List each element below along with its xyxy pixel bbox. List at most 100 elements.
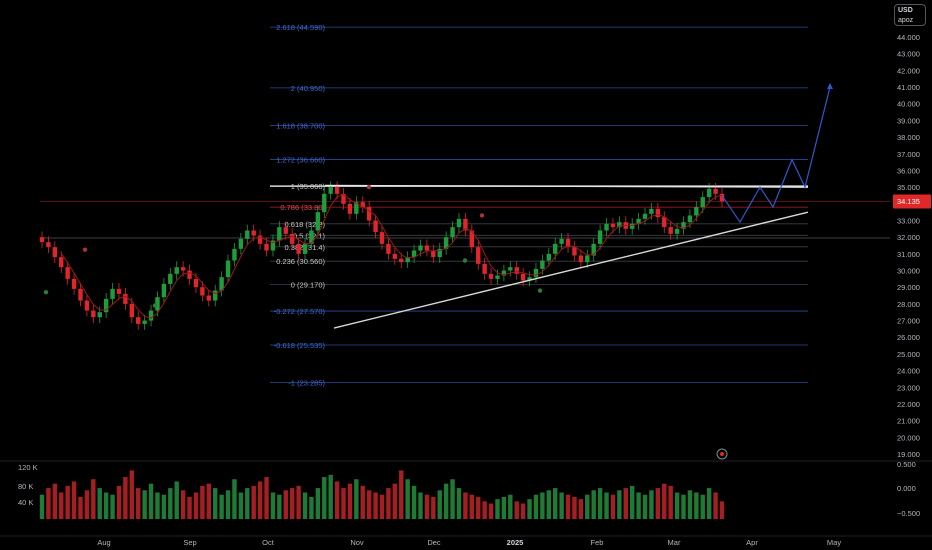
fib-level-label: 1.272 (36.660) — [276, 155, 325, 164]
candle-body — [277, 227, 282, 241]
price-axis-tick-label: 41.000 — [897, 83, 920, 92]
price-axis-tick-label: 30.000 — [897, 267, 920, 276]
volume-bar — [354, 479, 359, 519]
candle-body — [379, 232, 385, 244]
volume-bar — [334, 481, 340, 519]
projection-path — [721, 86, 831, 224]
candle-body — [527, 277, 532, 281]
volume-bar — [277, 494, 282, 519]
candle-body — [469, 230, 475, 248]
fib-level-label: -0.272 (27.570) — [274, 307, 326, 316]
candle-body — [488, 273, 494, 279]
volume-bar — [469, 494, 475, 519]
volume-bar — [488, 503, 494, 519]
candle-body — [591, 243, 596, 256]
volume-bar — [578, 499, 584, 519]
candle-body — [706, 188, 712, 198]
candle-body — [597, 230, 603, 244]
volume-bar — [713, 492, 718, 519]
candle-body — [168, 273, 173, 284]
fib-level-label: 0.618 (32.8) — [285, 220, 326, 229]
volume-bar — [193, 492, 199, 519]
volume-bar — [476, 496, 481, 519]
volume-bar — [559, 492, 564, 519]
candle-body — [71, 278, 77, 289]
price-axis-tick-label: 26.000 — [897, 333, 920, 342]
volume-bar — [136, 488, 141, 519]
candle-body — [78, 288, 83, 301]
candle-body — [482, 263, 487, 274]
candle-body — [270, 240, 276, 251]
price-axis-tick-label: 32.000 — [897, 233, 920, 242]
candle-body — [129, 303, 135, 318]
candle-body — [289, 233, 295, 244]
candle-body — [674, 228, 680, 234]
volume-bar — [482, 501, 487, 519]
candle-body — [540, 260, 545, 269]
time-axis-label: Mar — [668, 538, 681, 547]
price-axis-tick-label: 20.000 — [897, 433, 920, 442]
candle-body — [476, 247, 481, 264]
projection-arrowhead — [827, 83, 833, 90]
candle-body — [424, 245, 430, 251]
candle-body — [405, 257, 410, 263]
price-axis-tick-label: 28.000 — [897, 300, 920, 309]
volume-bar — [225, 490, 231, 519]
volume-bar — [78, 496, 83, 519]
candle-body — [655, 208, 661, 218]
currency-sub-label: apoz — [898, 17, 914, 24]
signal-dot — [479, 213, 485, 218]
volume-bar — [418, 492, 423, 519]
candle-body — [84, 300, 90, 311]
volume-bar — [649, 490, 654, 519]
price-axis-tick-label: 31.000 — [897, 250, 920, 259]
candle-body — [315, 212, 321, 231]
fib-level-label: 1 (35.060) — [291, 182, 326, 191]
replay-icon-dot — [720, 452, 724, 456]
volume-bar — [200, 485, 205, 519]
candle-body — [578, 255, 584, 263]
volume-bar — [411, 485, 417, 519]
candle-body — [649, 208, 654, 214]
volume-bar — [508, 494, 513, 519]
volume-bar — [366, 490, 372, 519]
candle-body — [386, 243, 391, 254]
signal-dot — [82, 247, 88, 252]
volume-bar — [617, 490, 622, 519]
volume-bar — [103, 492, 109, 519]
candle-body — [629, 223, 635, 229]
candle-body — [418, 245, 423, 251]
candle-body — [39, 237, 45, 243]
candle-body — [97, 312, 102, 318]
volume-bar — [161, 494, 167, 519]
time-axis-label: Feb — [591, 538, 604, 547]
currency-badge[interactable]: USD apoz — [894, 4, 926, 26]
signal-dot — [152, 303, 158, 308]
candle-body — [251, 230, 256, 236]
candle-body — [668, 227, 673, 234]
volume-bar — [610, 494, 616, 519]
candle-body — [193, 278, 199, 288]
volume-bar — [636, 492, 641, 519]
candle-body — [585, 255, 590, 263]
price-axis-tick-label: 43.000 — [897, 50, 920, 59]
oscillator-axis-label: 0.000 — [897, 484, 916, 493]
candle-body — [533, 268, 539, 278]
volume-bar — [373, 492, 378, 519]
volume-bar — [322, 477, 327, 519]
replay-icon — [716, 448, 728, 460]
volume-bar — [520, 503, 526, 519]
candle-body — [110, 288, 115, 299]
candle-body — [520, 273, 526, 281]
candle-body — [565, 238, 571, 248]
oscillator-axis-label: 0.500 — [897, 460, 916, 469]
candle-body — [52, 247, 58, 258]
candle-body — [456, 218, 462, 228]
candle-body — [347, 203, 353, 214]
candle-body — [245, 230, 250, 239]
volume-bar — [655, 488, 661, 519]
candle-body — [328, 187, 333, 194]
candle-body — [142, 320, 147, 324]
volume-bar — [642, 494, 648, 519]
